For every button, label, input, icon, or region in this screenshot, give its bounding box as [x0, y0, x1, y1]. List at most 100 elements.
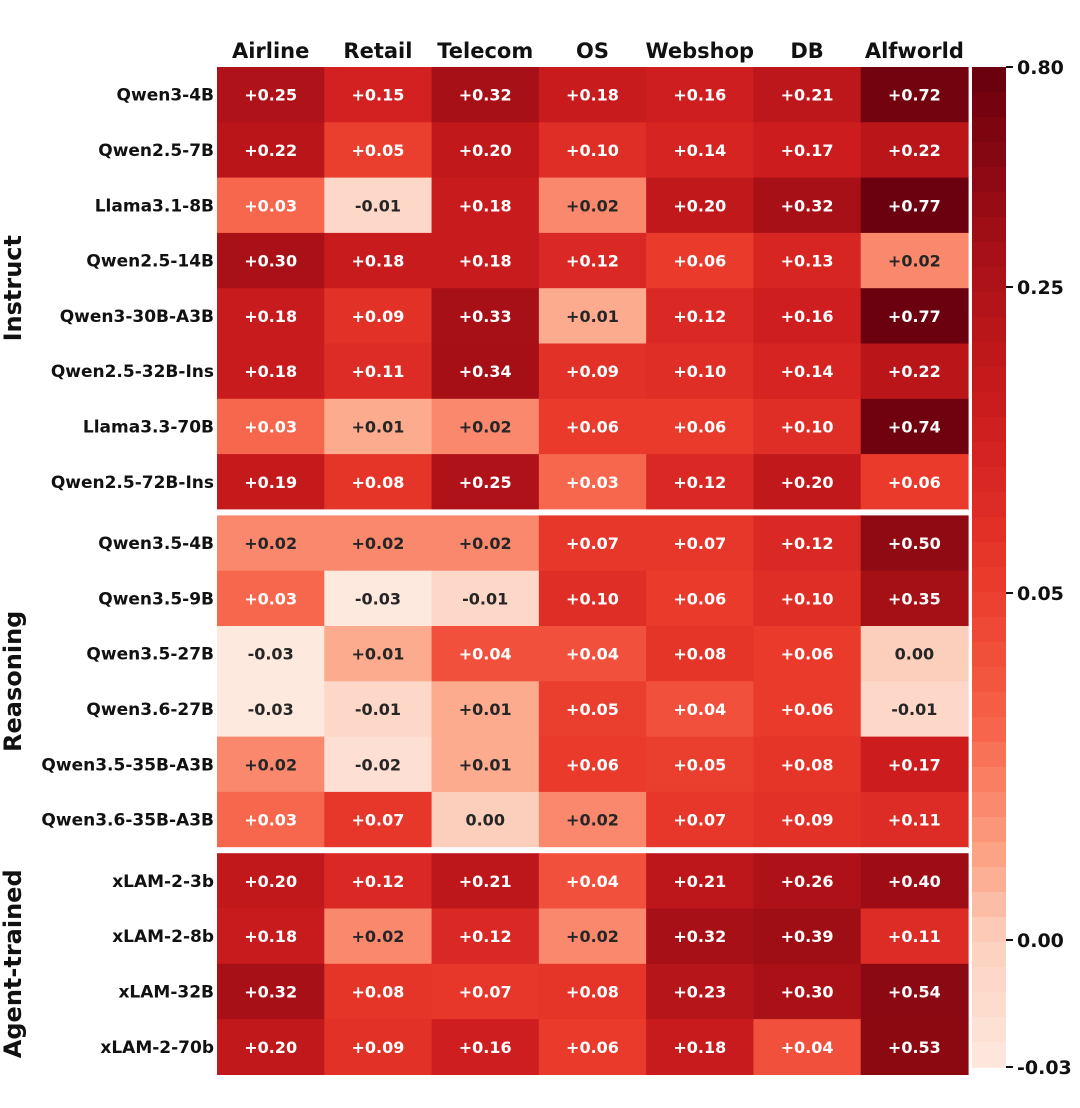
colorbar-segment — [972, 217, 1006, 243]
cell-value: +0.08 — [673, 645, 726, 664]
heatmap-cell — [646, 736, 755, 793]
cell-value: +0.25 — [459, 473, 512, 492]
column-header: Airline — [232, 39, 309, 63]
heatmap-cell — [217, 570, 325, 627]
cell-value: +0.10 — [673, 362, 726, 381]
heatmap-cell — [646, 963, 755, 1020]
row-label: Qwen2.5-32B-Ins — [51, 362, 214, 382]
colorbar-segment — [972, 742, 1006, 768]
heatmap-cell — [538, 570, 647, 627]
heatmap-cell — [538, 908, 647, 965]
heatmap-cell — [217, 791, 325, 848]
cell-value: +0.19 — [244, 473, 297, 492]
column-header: Retail — [343, 39, 412, 63]
cell-value: +0.04 — [459, 645, 512, 664]
heatmap-cell — [217, 343, 325, 400]
cell-value: +0.16 — [459, 1038, 512, 1057]
colorbar-segment — [972, 1042, 1006, 1068]
heatmap-cell — [753, 908, 862, 965]
colorbar-segment — [972, 792, 1006, 818]
cell-value: +0.30 — [244, 252, 297, 271]
cell-value: -0.03 — [248, 700, 294, 719]
cell-value: +0.12 — [673, 307, 726, 326]
colorbar-segment — [972, 467, 1006, 493]
heatmap-cell — [646, 288, 755, 345]
cell-value: +0.39 — [781, 927, 834, 946]
cell-value: +0.08 — [781, 755, 834, 774]
cell-value: +0.07 — [459, 982, 512, 1001]
cell-value: +0.03 — [566, 473, 619, 492]
cell-value: -0.01 — [891, 700, 937, 719]
cell-value: +0.32 — [781, 196, 834, 215]
cell-value: +0.22 — [244, 141, 297, 160]
colorbar-segment — [972, 517, 1006, 543]
cell-value: +0.23 — [673, 982, 726, 1001]
cell-value: +0.12 — [351, 872, 404, 891]
heatmap-cell — [431, 122, 540, 179]
row-label: Llama3.1-8B — [95, 196, 214, 216]
heatmap-cell — [538, 343, 647, 400]
row-label: Qwen2.5-7B — [98, 141, 214, 161]
cell-value: +0.16 — [781, 307, 834, 326]
heatmap-cell — [324, 122, 433, 179]
cell-value: +0.10 — [781, 417, 834, 436]
cell-value: +0.17 — [888, 755, 941, 774]
cell-value: +0.03 — [244, 589, 297, 608]
heatmap-cell — [538, 736, 647, 793]
row-label: Qwen3.5-27B — [86, 645, 214, 665]
heatmap-cell — [431, 681, 540, 738]
heatmap-cell — [431, 177, 540, 234]
row-label: xLAM-2-3b — [112, 872, 214, 892]
cell-value: +0.77 — [888, 196, 941, 215]
colorbar-segment — [972, 617, 1006, 643]
heatmap-cell — [324, 681, 433, 738]
heatmap-cell — [324, 232, 433, 289]
group-separator — [217, 847, 968, 854]
cell-value: +0.02 — [566, 196, 619, 215]
cell-value: +0.11 — [888, 811, 941, 830]
heatmap-cell — [860, 122, 969, 179]
cell-value: +0.02 — [459, 417, 512, 436]
heatmap-cell — [217, 454, 325, 510]
cell-value: +0.10 — [781, 589, 834, 608]
heatmap-cell — [431, 736, 540, 793]
heatmap-cell — [538, 122, 647, 179]
heatmap-cell — [324, 736, 433, 793]
heatmap-cell — [646, 908, 755, 965]
heatmap-cell — [431, 853, 540, 910]
cell-value: +0.11 — [888, 927, 941, 946]
colorbar-segment — [972, 567, 1006, 593]
heatmap-cell — [860, 454, 969, 510]
column-header: DB — [790, 39, 823, 63]
row-label: xLAM-2-8b — [112, 927, 214, 947]
cell-value: +0.10 — [566, 141, 619, 160]
heatmap-cell — [860, 626, 969, 682]
colorbar-segment — [972, 267, 1006, 293]
colorbar-segment — [972, 867, 1006, 893]
colorbar-segment — [972, 767, 1006, 793]
cell-value: +0.30 — [781, 982, 834, 1001]
heatmap-cell — [753, 122, 862, 179]
cell-value: -0.01 — [355, 700, 401, 719]
cell-value: +0.02 — [888, 252, 941, 271]
cell-value: +0.20 — [781, 473, 834, 492]
cell-value: +0.35 — [888, 589, 941, 608]
cell-value: +0.09 — [351, 307, 404, 326]
heatmap-cell — [538, 1019, 647, 1075]
heatmap-cell — [217, 398, 325, 455]
cell-value: +0.18 — [351, 252, 404, 271]
heatmap-cell — [324, 908, 433, 965]
cell-value: +0.02 — [351, 534, 404, 553]
heatmap-cell — [646, 343, 755, 400]
cell-value: +0.06 — [781, 700, 834, 719]
heatmap-cell — [646, 67, 755, 123]
heatmap-cell — [753, 454, 862, 510]
cell-value: +0.20 — [244, 1038, 297, 1057]
heatmap-cell — [646, 1019, 755, 1075]
cell-value: +0.14 — [673, 141, 726, 160]
row-label: Qwen3.5-4B — [98, 534, 214, 554]
colorbar-segment — [972, 667, 1006, 693]
heatmap-cell — [646, 398, 755, 455]
cell-value: +0.04 — [781, 1038, 834, 1057]
cell-value: +0.12 — [459, 927, 512, 946]
